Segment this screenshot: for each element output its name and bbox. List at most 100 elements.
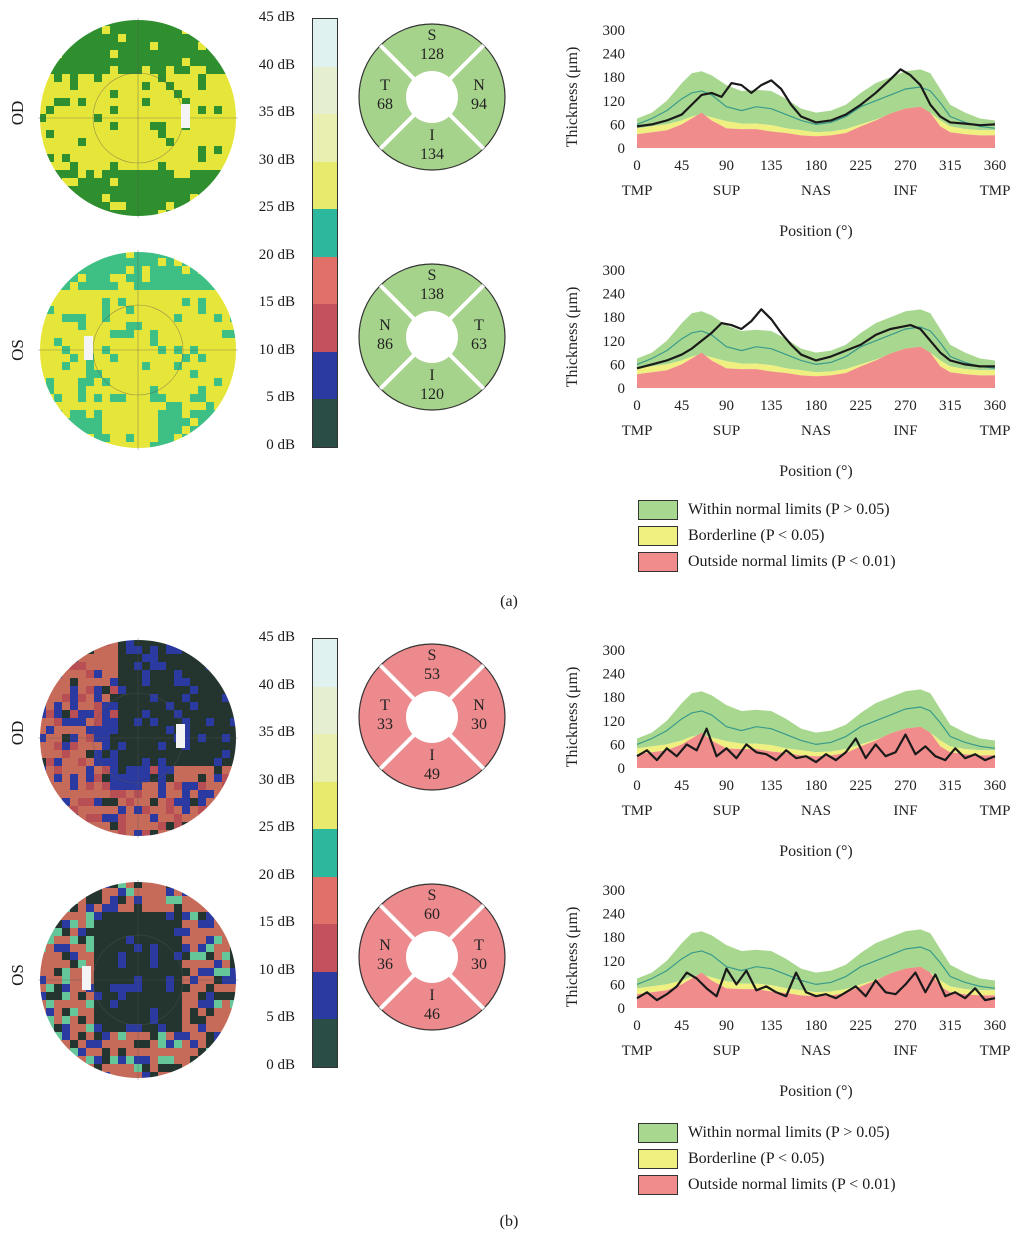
scale-segment: [313, 66, 337, 114]
y-tick-label: 240: [603, 287, 626, 303]
clock-sector-right-value: 30: [471, 716, 487, 733]
panel-caption: (a): [500, 593, 518, 610]
scale-segment: [313, 639, 337, 687]
clock-sector-inferior-value: 134: [420, 146, 444, 163]
x-axis-label: Position (°): [779, 1083, 853, 1100]
legend-item: Outside normal limits (P < 0.01): [638, 549, 896, 575]
y-tick-label: 300: [603, 883, 626, 899]
thickness-chart-os: 300 240 180 120 60 00 45 90 135 180 225 270 315 360 TM…: [564, 883, 1010, 1100]
scale-tick-label: 35 dB: [258, 104, 295, 120]
y-tick-label: 300: [603, 263, 626, 279]
normative-median-line: [636, 326, 996, 369]
rnfl-clock-os: S 60 I 46 N 36 T 30: [358, 883, 506, 1031]
clock-sector-right-name: N: [473, 697, 485, 714]
x-tick-label: 360: [984, 1018, 1007, 1034]
x-region-label: SUP: [713, 183, 741, 199]
scale-segment: [313, 19, 337, 67]
legend-swatch: [638, 1123, 678, 1143]
y-tick-label: 180: [603, 70, 626, 86]
y-tick-label: 0: [618, 141, 626, 157]
legend-swatch: [638, 526, 678, 546]
scale-tick-label: 40 dB: [258, 676, 295, 693]
scale-segment: [313, 1019, 337, 1067]
scale-tick-label: 25 dB: [258, 819, 295, 835]
band-normal: [637, 929, 995, 993]
clock-sector-left-name: T: [380, 697, 390, 714]
x-tick-label: 360: [984, 778, 1007, 794]
y-tick-label: 180: [603, 930, 626, 946]
rnfl-clock-od: S 53 I 49 T 33 N 30: [358, 643, 506, 791]
blind-spot: [181, 104, 190, 128]
rnfl-clock-od: S 128 I 134 T 68 N 94: [358, 23, 506, 171]
x-tick-label: 135: [760, 778, 783, 794]
normative-median-line: [636, 946, 996, 989]
measured-thickness-line: [636, 967, 996, 1002]
x-region-label: SUP: [713, 1043, 741, 1059]
legend-label: Within normal limits (P > 0.05): [688, 501, 890, 518]
y-tick-label: 120: [603, 334, 626, 350]
visual-field-os: [38, 880, 238, 1080]
scale-segment: [313, 256, 337, 304]
scale-segment: [313, 114, 337, 162]
clock-sector-inferior-name: I: [429, 367, 434, 384]
x-tick-label: 135: [760, 158, 783, 174]
x-tick-label: 45: [674, 398, 689, 414]
scale-tick-label: 20 dB: [258, 866, 295, 883]
x-tick-label: 135: [760, 398, 783, 414]
clock-sector-superior-value: 60: [424, 906, 440, 923]
x-tick-label: 225: [850, 1018, 873, 1034]
y-tick-label: 240: [603, 907, 626, 923]
x-region-label: TMP: [980, 803, 1010, 819]
x-region-label: TMP: [622, 183, 653, 199]
band-outside: [637, 346, 995, 388]
x-tick-label: 90: [719, 1018, 734, 1034]
normative-median-line: [636, 706, 996, 749]
x-tick-label: 90: [719, 158, 734, 174]
legend-item: Outside normal limits (P < 0.01): [638, 1172, 896, 1198]
clock-center: [406, 71, 458, 123]
panel-a: OD OS 45 dB 40 dB 35 dB 30 dB 25 dB 20 dB 15 d…: [0, 0, 1018, 620]
legend-label: Within normal limits (P > 0.05): [688, 1124, 890, 1141]
y-axis-label: Thickness (μm): [564, 47, 581, 148]
clock-sector-inferior-value: 49: [424, 766, 440, 783]
x-tick-label: 90: [719, 778, 734, 794]
x-tick-label: 225: [850, 778, 873, 794]
x-region-label: NAS: [801, 183, 831, 199]
x-tick-label: 0: [633, 1018, 641, 1034]
x-axis-label: Position (°): [779, 463, 853, 480]
x-tick-label: 315: [939, 158, 962, 174]
legend-swatch: [638, 552, 678, 572]
scale-tick-label: 40 dB: [258, 56, 295, 73]
band-borderline: [637, 346, 995, 377]
clock-center: [406, 931, 458, 983]
clock-sector-left-value: 86: [377, 336, 393, 353]
y-tick-label: 120: [603, 94, 626, 110]
y-tick-label: 60: [610, 737, 625, 753]
scale-tick-label: 5 dB: [266, 389, 295, 405]
y-tick-label: 300: [603, 643, 626, 659]
scale-segment: [313, 924, 337, 972]
x-tick-label: 180: [805, 778, 828, 794]
clock-sector-inferior-name: I: [429, 747, 434, 764]
x-axis-label: Position (°): [779, 843, 853, 860]
clock-sector-right-name: T: [474, 317, 484, 334]
eye-label-os: OS: [8, 339, 27, 361]
clock-sector-right-value: 63: [471, 336, 487, 353]
panel-b: OD OS 45 dB 40 dB 35 dB 30 dB 25 dB 20 dB 15 d…: [0, 620, 1018, 1240]
clock-sector-right-name: T: [474, 937, 484, 954]
scale-tick-label: 15 dB: [258, 914, 295, 930]
blind-spot: [82, 966, 91, 990]
band-outside: [637, 966, 995, 1008]
measured-thickness-line: [636, 727, 996, 764]
x-region-label: INF: [893, 423, 917, 439]
y-tick-label: 240: [603, 47, 626, 63]
scale-segment: [313, 351, 337, 399]
eye-label-od: OD: [8, 100, 27, 126]
scale-tick-label: 0 dB: [266, 1056, 295, 1073]
rnfl-clock-os: S 138 I 120 N 86 T 63: [358, 263, 506, 411]
clock-sector-inferior-value: 120: [420, 386, 444, 403]
x-region-label: INF: [893, 183, 917, 199]
x-tick-label: 180: [805, 398, 828, 414]
scale-color-bar: [312, 638, 338, 1068]
x-region-label: SUP: [713, 423, 741, 439]
